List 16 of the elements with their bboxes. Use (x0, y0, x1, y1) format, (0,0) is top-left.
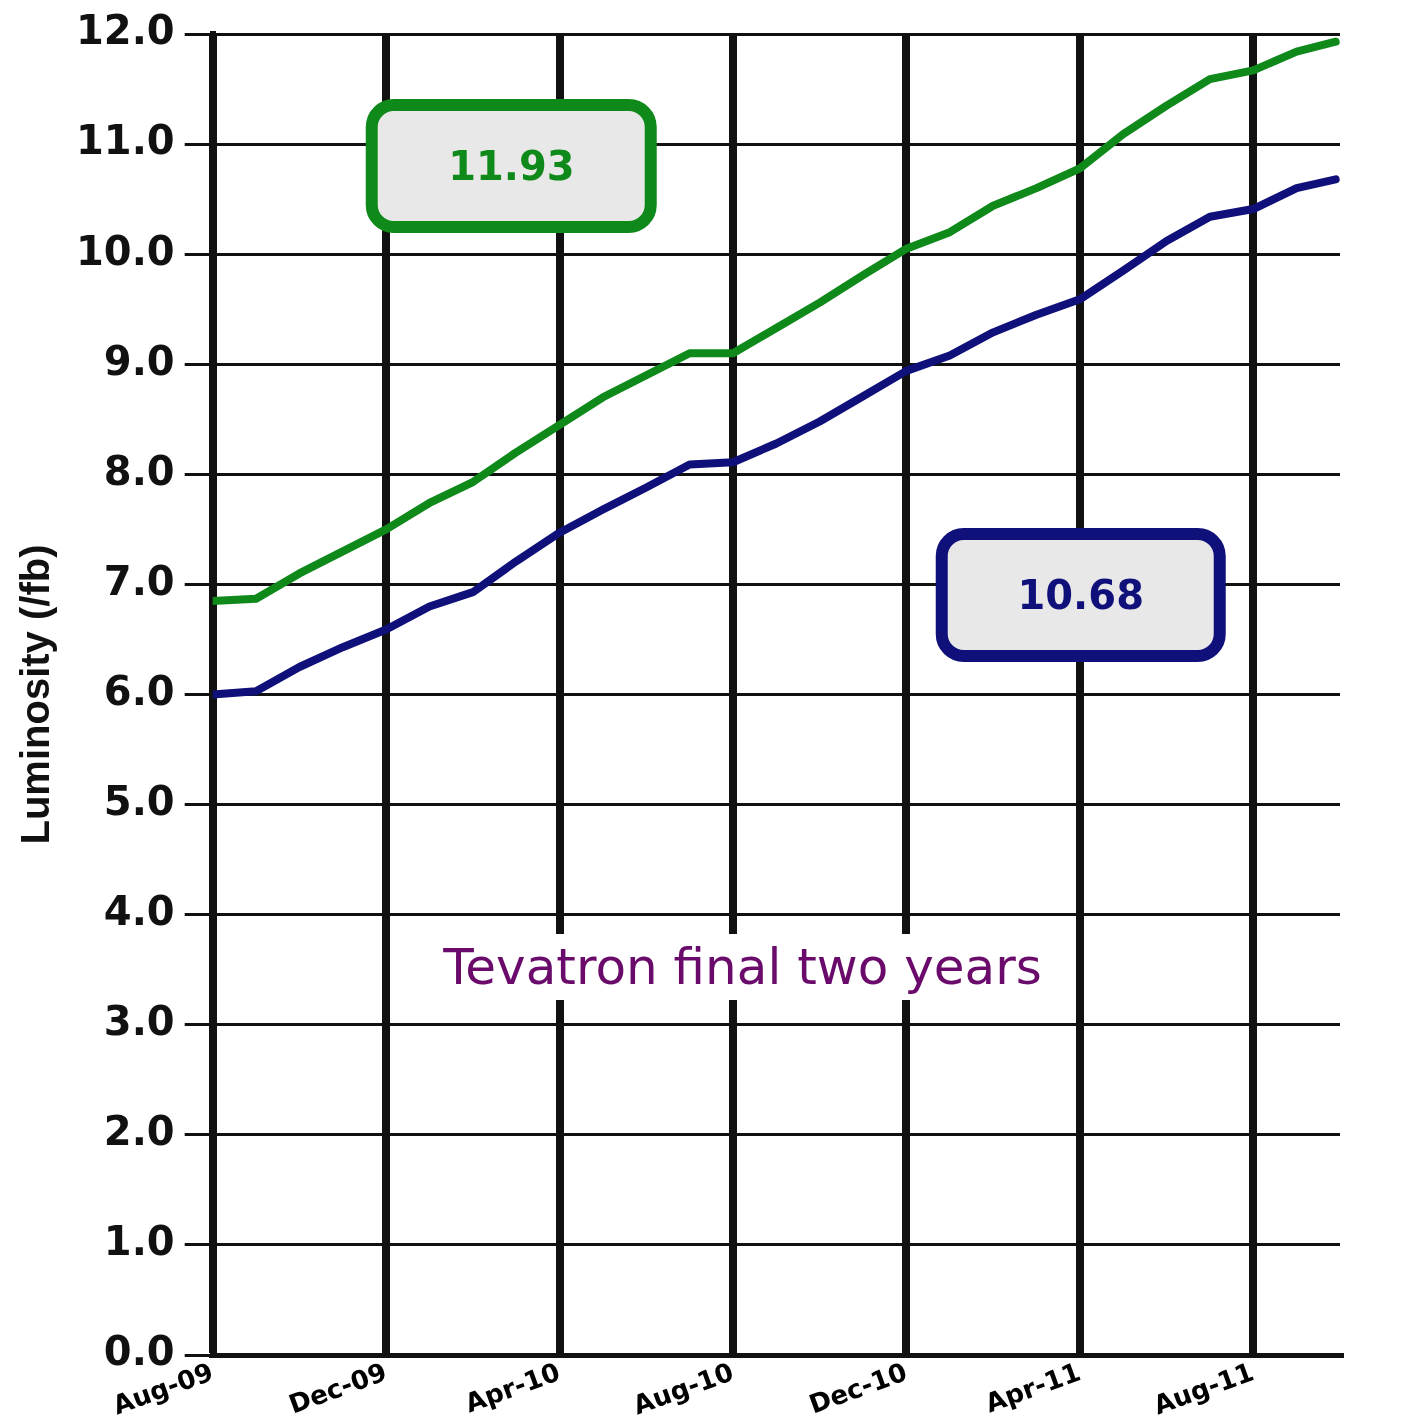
y-tick-label: 4.0 (103, 888, 175, 935)
y-tick-label: 5.0 (103, 778, 175, 824)
callout-box: 11.93 (366, 99, 657, 234)
y-tick-label: 8.0 (103, 447, 175, 494)
y-tick-label: 11.0 (75, 117, 175, 164)
annotation: Tevatron final two years (433, 933, 1052, 1000)
y-tick-label: 6.0 (103, 667, 175, 714)
y-tick-label: 3.0 (103, 998, 175, 1045)
y-tick-label: 10.0 (75, 227, 175, 274)
y-tick-label: 12.0 (75, 7, 175, 54)
y-axis-title: Luminosity (/fb) (13, 544, 58, 845)
y-tick-label: 2.0 (103, 1108, 175, 1155)
callout-box: 10.68 (935, 528, 1226, 663)
y-tick-label: 1.0 (103, 1218, 175, 1265)
y-tick-label: 9.0 (103, 337, 175, 384)
y-tick-label: 7.0 (103, 557, 175, 604)
